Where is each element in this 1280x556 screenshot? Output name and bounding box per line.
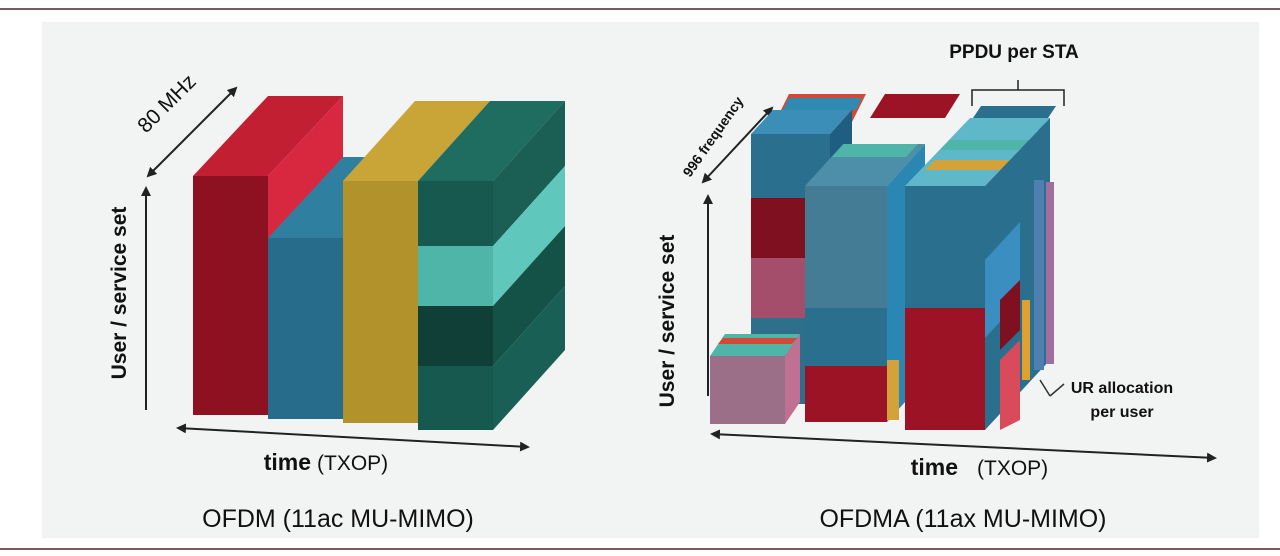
ppdu-bracket: [971, 80, 1065, 106]
right-caption: OFDMA (11ax MU-MIMO): [819, 505, 1106, 533]
left-caption: OFDM (11ac MU-MIMO): [202, 505, 474, 533]
left-x-axis-label-sub: (TXOP): [317, 452, 388, 475]
right-frequency-arrow: [701, 106, 774, 184]
ppdu-per-sta-label: PPDU per STA: [949, 42, 1079, 63]
left-bandwidth-arrow: [146, 86, 238, 178]
ofdm-diagram: 80 MHz User / service set time (TXOP) OF…: [108, 70, 565, 533]
small-user-block: [710, 334, 800, 424]
bottom-divider: [0, 548, 1280, 550]
left-x-axis-label-main: time: [264, 449, 311, 475]
ru-allocation-pointer: [1039, 379, 1065, 397]
left-bandwidth-label: 80 MHz: [133, 70, 200, 137]
ofdma-diagram: PPDU per STA 996 frequency User / servic…: [656, 42, 1217, 533]
left-y-axis-label: User / service set: [108, 207, 131, 380]
teal-user-block: [418, 101, 565, 430]
right-x-axis-label-main: time: [911, 454, 958, 480]
gold-user-block: [343, 101, 490, 423]
right-x-axis-label-sub: (TXOP): [977, 457, 1048, 480]
column-3-stack: [905, 118, 1054, 430]
ru-allocation-label-line1: UR allocation: [1071, 380, 1173, 397]
right-x-axis-arrow: [710, 429, 1217, 463]
right-frequency-label: 996 frequency: [679, 93, 746, 179]
ru-allocation-label-line2: per user: [1090, 404, 1153, 421]
top-divider: [0, 8, 1280, 10]
left-x-axis-arrow: [176, 423, 530, 452]
right-y-axis-label: User / service set: [656, 235, 679, 408]
